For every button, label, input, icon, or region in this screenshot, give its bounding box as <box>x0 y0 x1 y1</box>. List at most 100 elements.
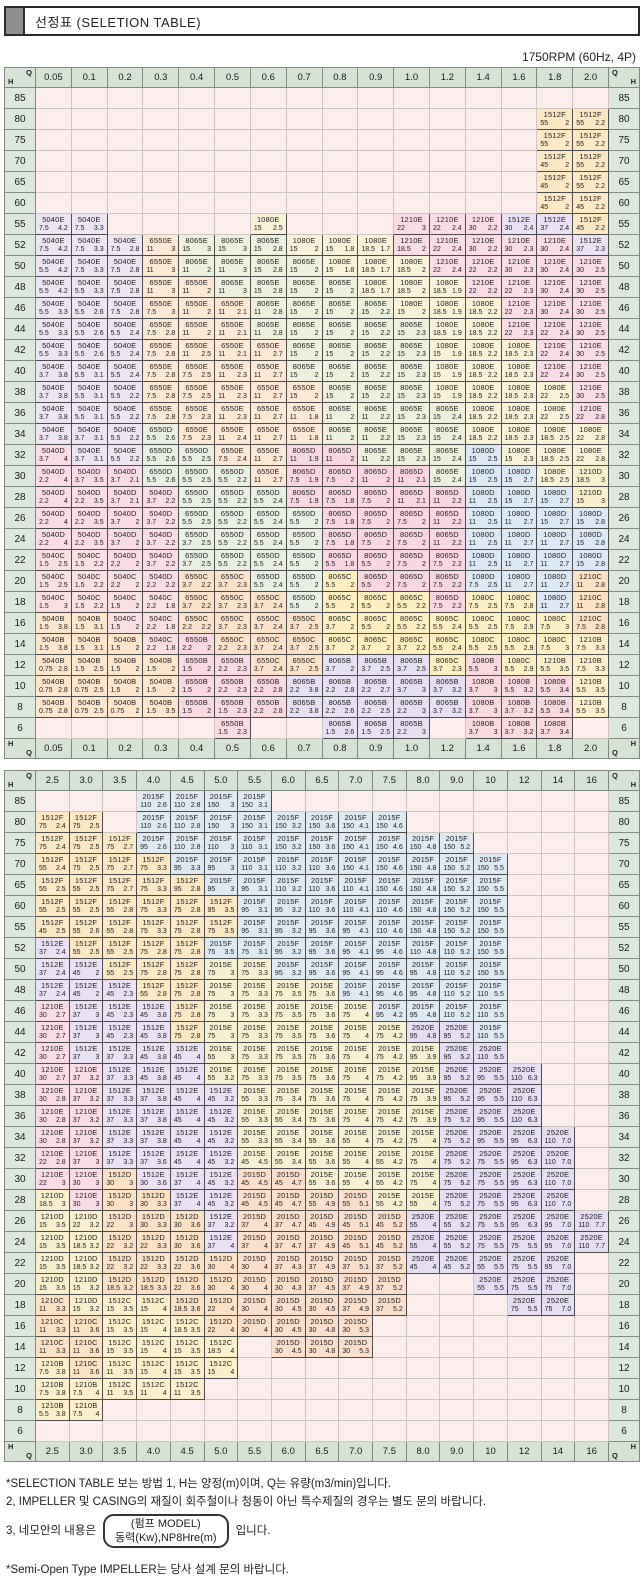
pump-values: 22 2.8 <box>574 413 608 422</box>
pump-power-kw: 30 <box>140 1180 148 1187</box>
pump-npshr-m: 3.2 <box>291 949 302 956</box>
pump-power-kw: 75 <box>106 886 115 893</box>
pump-model: 1210E <box>579 362 602 371</box>
pump-values: 15 2 <box>287 266 321 275</box>
pump-values: 22 2.8 <box>36 1158 68 1167</box>
pump-power-kw: 30 <box>241 1327 250 1334</box>
pump-model: 8065E <box>292 320 316 329</box>
pump-power-kw: 3.7 <box>432 708 443 715</box>
pump-npshr-m: 7.0 <box>561 1159 572 1166</box>
pump-values: 110 2.6 <box>138 801 170 810</box>
pump-npshr-m: 2.5 <box>89 823 100 830</box>
pump-cell-1512E: 1512E 45 3.8 <box>136 1000 171 1022</box>
pump-model: 8065C <box>435 635 459 644</box>
pump-cell-2015F: 2015F 95 4.2 <box>372 1000 407 1022</box>
pump-npshr-m: 4 <box>432 1138 437 1145</box>
pump-model: 8065D <box>399 572 424 581</box>
pump-npshr-m: 2.7 <box>123 886 134 893</box>
pump-cell-2015F: 2015F 110 3.1 <box>237 832 272 854</box>
pump-values: 55 2.2 <box>574 140 608 149</box>
pump-model: 1512E <box>209 1233 233 1242</box>
pump-npshr-m: 1.8 <box>344 246 355 253</box>
pump-model: 8065D <box>364 488 388 497</box>
pump-model: 8065C <box>328 572 352 581</box>
pump-npshr-m: 2.2 <box>380 309 391 316</box>
pump-cell-5040C: 5040C 2.2 2 <box>106 570 144 592</box>
empty-cell <box>393 171 430 193</box>
pump-model: 1512C <box>108 1338 132 1347</box>
pump-power-kw: 45 <box>173 1159 182 1166</box>
pump-npshr-m: 5.2 <box>460 886 471 893</box>
pump-values: 2.2 2.8 <box>251 707 285 716</box>
pump-cell-1512E: 1512E 45 3.2 <box>203 1126 239 1148</box>
pump-values: 5.5 2 <box>287 602 321 611</box>
pump-power-kw: 15 <box>182 246 191 253</box>
pump-values: 5.5 2.4 <box>251 497 285 506</box>
pump-cell-5040D: 5040D 2.2 3.5 <box>70 528 108 550</box>
pump-model: 6550D <box>292 593 316 602</box>
pump-npshr-m: 2.8 <box>595 582 605 589</box>
pump-cell-2015D: 2015D 37 4 <box>237 1210 272 1232</box>
pump-values: 22 2.4 <box>430 245 464 254</box>
pump-power-kw: 75 <box>140 928 148 935</box>
pump-values: 75 2.8 <box>171 990 203 999</box>
pump-model: 6550E <box>149 278 173 287</box>
pump-power-kw: 22 <box>540 330 549 337</box>
pump-cell-6550E: 6550E 7.5 2.5 <box>178 360 216 382</box>
pump-power-kw: 75 <box>409 1117 418 1124</box>
pump-cell-1210B: 1210B 7.5 3.8 <box>35 1378 70 1400</box>
pump-npshr-m: 3.3 <box>157 1201 167 1208</box>
pump-values: 22 3.3 <box>138 1242 170 1251</box>
pump-values: 150 5.2 <box>441 885 473 894</box>
pump-model: 5040C <box>41 572 65 581</box>
pump-power-kw: 2.2 <box>146 582 157 589</box>
pump-npshr-m: 5.5 <box>494 1117 504 1124</box>
pump-power-kw: 22 <box>540 414 549 421</box>
pump-values: 5.5 2.2 <box>216 560 250 569</box>
pump-values: 75 4 <box>340 1074 372 1083</box>
pump-values: 18.5 2.2 <box>466 371 500 380</box>
pump-model: 1210E <box>579 383 602 392</box>
pump-npshr-m: 2.4 <box>272 540 283 547</box>
pump-npshr-m: 3 <box>230 991 235 998</box>
pump-model: 8065D <box>435 509 459 518</box>
pump-power-kw: 1.5 <box>182 687 192 694</box>
pump-power-kw: 22 <box>504 309 513 316</box>
pump-cell-1080E: 1080E 18.5 2.2 <box>464 297 502 319</box>
pump-values: 5.5 2.2 <box>395 623 429 632</box>
pump-npshr-m: 2.7 <box>272 393 283 400</box>
pump-power-kw: 150 <box>376 886 388 893</box>
pump-cell-2520E: 2520E 75 5.5 <box>473 1147 508 1169</box>
pump-power-kw: 1.5 <box>74 666 85 673</box>
pump-npshr-m: 2 <box>350 624 355 631</box>
pump-npshr-m: 2.5 <box>595 309 605 316</box>
pump-cell-2015F: 2015F 95 3.1 <box>237 916 272 938</box>
pump-cell-2015F: 2015F 95 3.6 <box>304 958 340 980</box>
pump-power-kw: 75 <box>308 1096 317 1103</box>
pump-power-kw: 1.5 <box>146 708 157 715</box>
pump-model: 2015E <box>243 1002 266 1011</box>
pump-power-kw: 2.2 <box>253 687 264 694</box>
pump-power-kw: 18.5 <box>397 246 411 253</box>
pump-power-kw: 75 <box>241 1033 250 1040</box>
pump-model: 6550E <box>185 299 208 308</box>
empty-cell <box>214 192 251 214</box>
pump-power-kw: 95 <box>376 970 384 977</box>
pump-npshr-m: 4.2 <box>393 1075 403 1082</box>
pump-power-kw: 75 <box>443 1138 452 1145</box>
pump-npshr-m: 2.4 <box>452 645 462 652</box>
pump-model: 1512E <box>74 1023 98 1032</box>
pump-values: 1.5 2.5 <box>36 581 70 590</box>
pump-cell-2015F: 2015F 75 3.1 <box>237 937 272 959</box>
row-header-h-16: 16 <box>4 612 36 634</box>
pump-npshr-m: 2 <box>314 330 319 337</box>
empty-cell <box>106 171 144 193</box>
pump-power-kw: 95 <box>510 1159 519 1166</box>
pump-model: 1210D <box>579 488 603 497</box>
pump-cell-6550D: 6550D 5.5 2.5 <box>178 465 216 487</box>
pump-values: 110 3.6 <box>306 885 338 894</box>
pump-model: 6550D <box>149 446 173 455</box>
pump-power-kw: 5.5 <box>468 624 479 631</box>
pump-cell-5040E: 5040E 3.7 3.8 <box>35 381 72 403</box>
pump-cell-2015E: 2015E 75 4.2 <box>372 1021 407 1043</box>
